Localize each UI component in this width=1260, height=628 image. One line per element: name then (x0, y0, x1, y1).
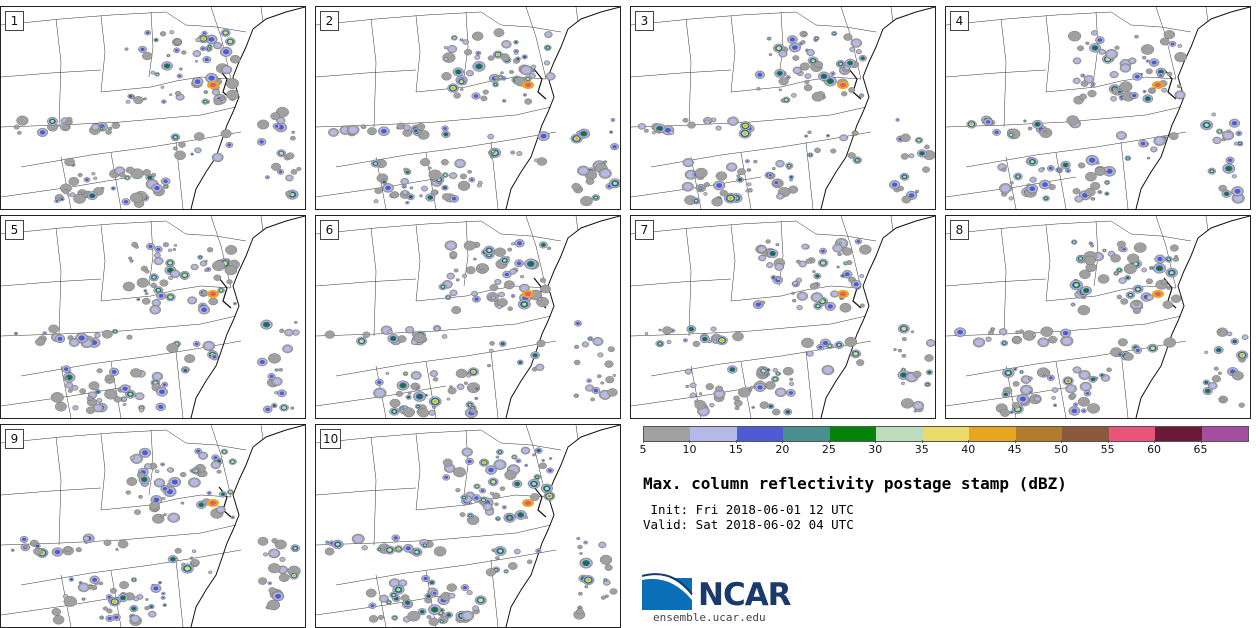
colorbar-tick-label: 5 (639, 443, 647, 456)
colorbar-tick-mark (782, 440, 784, 443)
colorbar-segment (1108, 427, 1156, 441)
colorbar-tick-mark (1107, 440, 1109, 443)
member-panel-2: 2 (315, 6, 621, 210)
colorbar-tick-mark (689, 440, 691, 443)
page-title: Max. column reflectivity postage stamp (… (643, 474, 1067, 493)
member-panel-5: 5 (0, 215, 306, 419)
ncar-logo-text: NCAR (698, 577, 792, 613)
colorbar-tick-label: 10 (682, 443, 697, 456)
colorbar-tick-mark (1014, 440, 1016, 443)
colorbar-tick-mark (828, 440, 830, 443)
colorbar-tick-label: 65 (1193, 443, 1208, 456)
colorbar-tick-mark (1061, 440, 1063, 443)
colorbar-segment (736, 427, 784, 441)
member-number-label: 10 (320, 429, 342, 449)
colorbar-tick-mark (1200, 440, 1202, 443)
ncar-logo-icon (642, 573, 693, 610)
colorbar-tick-mark (875, 440, 877, 443)
colorbar-segment (876, 427, 923, 441)
colorbar-segment (1201, 427, 1249, 441)
member-panel-8: 8 (945, 215, 1251, 419)
member-panel-9: 9 (0, 424, 306, 628)
member-number-label: 3 (635, 11, 654, 31)
member-number-label: 1 (5, 11, 24, 31)
member-number-label: 4 (950, 11, 969, 31)
reflectivity-colorbar (643, 426, 1249, 442)
colorbar-tick-mark (735, 440, 737, 443)
colorbar-segment (783, 427, 830, 441)
member-panel-10: 10 (315, 424, 621, 628)
colorbar-segment (1062, 427, 1109, 441)
colorbar-segment (1155, 427, 1202, 441)
colorbar-tick-mark (968, 440, 970, 443)
member-panel-3: 3 (630, 6, 936, 210)
member-number-label: 7 (635, 220, 654, 240)
colorbar-segment (922, 427, 970, 441)
member-panel-6: 6 (315, 215, 621, 419)
init-time: Init: Fri 2018-06-01 12 UTC (643, 502, 854, 517)
member-number-label: 5 (5, 220, 24, 240)
colorbar-segment (829, 427, 877, 441)
colorbar-segment (969, 427, 1016, 441)
colorbar-tick-label: 25 (821, 443, 836, 456)
valid-time: Valid: Sat 2018-06-02 04 UTC (643, 517, 854, 532)
member-number-label: 8 (950, 220, 969, 240)
colorbar-segment (1015, 427, 1063, 441)
colorbar-tick-label: 35 (914, 443, 929, 456)
colorbar-tick-label: 50 (1054, 443, 1069, 456)
colorbar-tick-mark (643, 440, 644, 443)
colorbar-tick-label: 15 (728, 443, 743, 456)
colorbar-tick-label: 20 (775, 443, 790, 456)
member-number-label: 2 (320, 11, 339, 31)
member-panel-4: 4 (945, 6, 1251, 210)
member-number-label: 9 (5, 429, 24, 449)
website-url: ensemble.ucar.edu (653, 611, 766, 624)
colorbar-tick-label: 40 (961, 443, 976, 456)
colorbar-tick-label: 55 (1100, 443, 1115, 456)
colorbar-tick-labels: 5 10 15 20 25 30 35 40 45 50 55 60 65 (640, 440, 1247, 465)
colorbar-tick-mark (1154, 440, 1156, 443)
colorbar-tick-label: 60 (1147, 443, 1162, 456)
colorbar-tick-label: 45 (1007, 443, 1022, 456)
member-number-label: 6 (320, 220, 339, 240)
colorbar-tick-mark (921, 440, 923, 443)
member-panel-7: 7 (630, 215, 936, 419)
colorbar-tick-label: 30 (868, 443, 883, 456)
colorbar-segment (690, 427, 737, 441)
colorbar-segment (644, 427, 691, 441)
member-panel-1: 1 (0, 6, 306, 210)
